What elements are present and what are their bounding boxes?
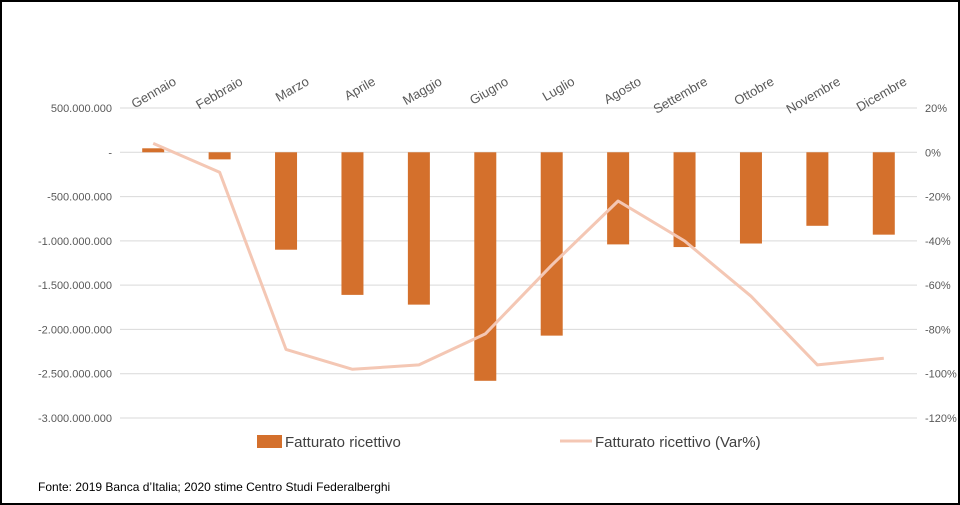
bar — [474, 152, 497, 381]
bar — [806, 152, 829, 226]
x-tick-label: Gennaio — [129, 74, 179, 112]
y-left-tick-label: -3.000.000.000 — [38, 413, 112, 425]
y-left-tick-label: -2.500.000.000 — [38, 369, 112, 381]
x-tick-label: Giugno — [467, 74, 511, 108]
y-left-tick-label: -2.000.000.000 — [38, 324, 112, 336]
bar — [407, 152, 430, 305]
bar — [872, 152, 895, 235]
x-tick-label: Agosto — [601, 74, 644, 107]
bar — [275, 152, 298, 250]
y-right-tick-label: -60% — [925, 280, 951, 292]
x-tick-label: Aprile — [342, 74, 378, 104]
source-note: Fonte: 2019 Banca d’Italia; 2020 stime C… — [38, 480, 391, 494]
x-tick-label: Settembre — [651, 74, 710, 117]
bar — [673, 152, 696, 248]
y-left-tick-label: -500.000.000 — [47, 192, 112, 204]
legend-bar-swatch — [257, 435, 282, 448]
x-tick-label: Marzo — [273, 74, 312, 105]
series-line — [152, 142, 884, 371]
legend-line-label: Fatturato ricettivo (Var%) — [595, 434, 761, 451]
y-left-tick-label: 500.000.000 — [51, 103, 112, 115]
bar — [540, 152, 563, 336]
bar — [208, 152, 231, 160]
bar — [341, 152, 364, 295]
y-right-tick-label: -20% — [925, 192, 951, 204]
x-tick-label: Novembre — [783, 74, 842, 117]
legend-bar-label: Fatturato ricettivo — [285, 434, 401, 451]
x-tick-label: Ottobre — [731, 74, 776, 109]
y-right-tick-label: -100% — [925, 369, 957, 381]
y-left-tick-label: - — [108, 147, 112, 159]
bar — [607, 152, 630, 245]
y-right-tick-label: 20% — [925, 103, 947, 115]
y-left-tick-label: -1.500.000.000 — [38, 280, 112, 292]
y-right-tick-label: -80% — [925, 324, 951, 336]
bar — [142, 148, 165, 153]
x-tick-label: Maggio — [400, 74, 444, 108]
bar — [739, 152, 762, 244]
y-right-tick-label: -120% — [925, 413, 957, 425]
x-tick-label: Febbraio — [193, 74, 245, 113]
y-right-tick-label: 0% — [925, 147, 941, 159]
x-tick-label: Luglio — [540, 74, 578, 104]
y-right-tick-label: -40% — [925, 236, 951, 248]
y-left-tick-label: -1.000.000.000 — [38, 236, 112, 248]
